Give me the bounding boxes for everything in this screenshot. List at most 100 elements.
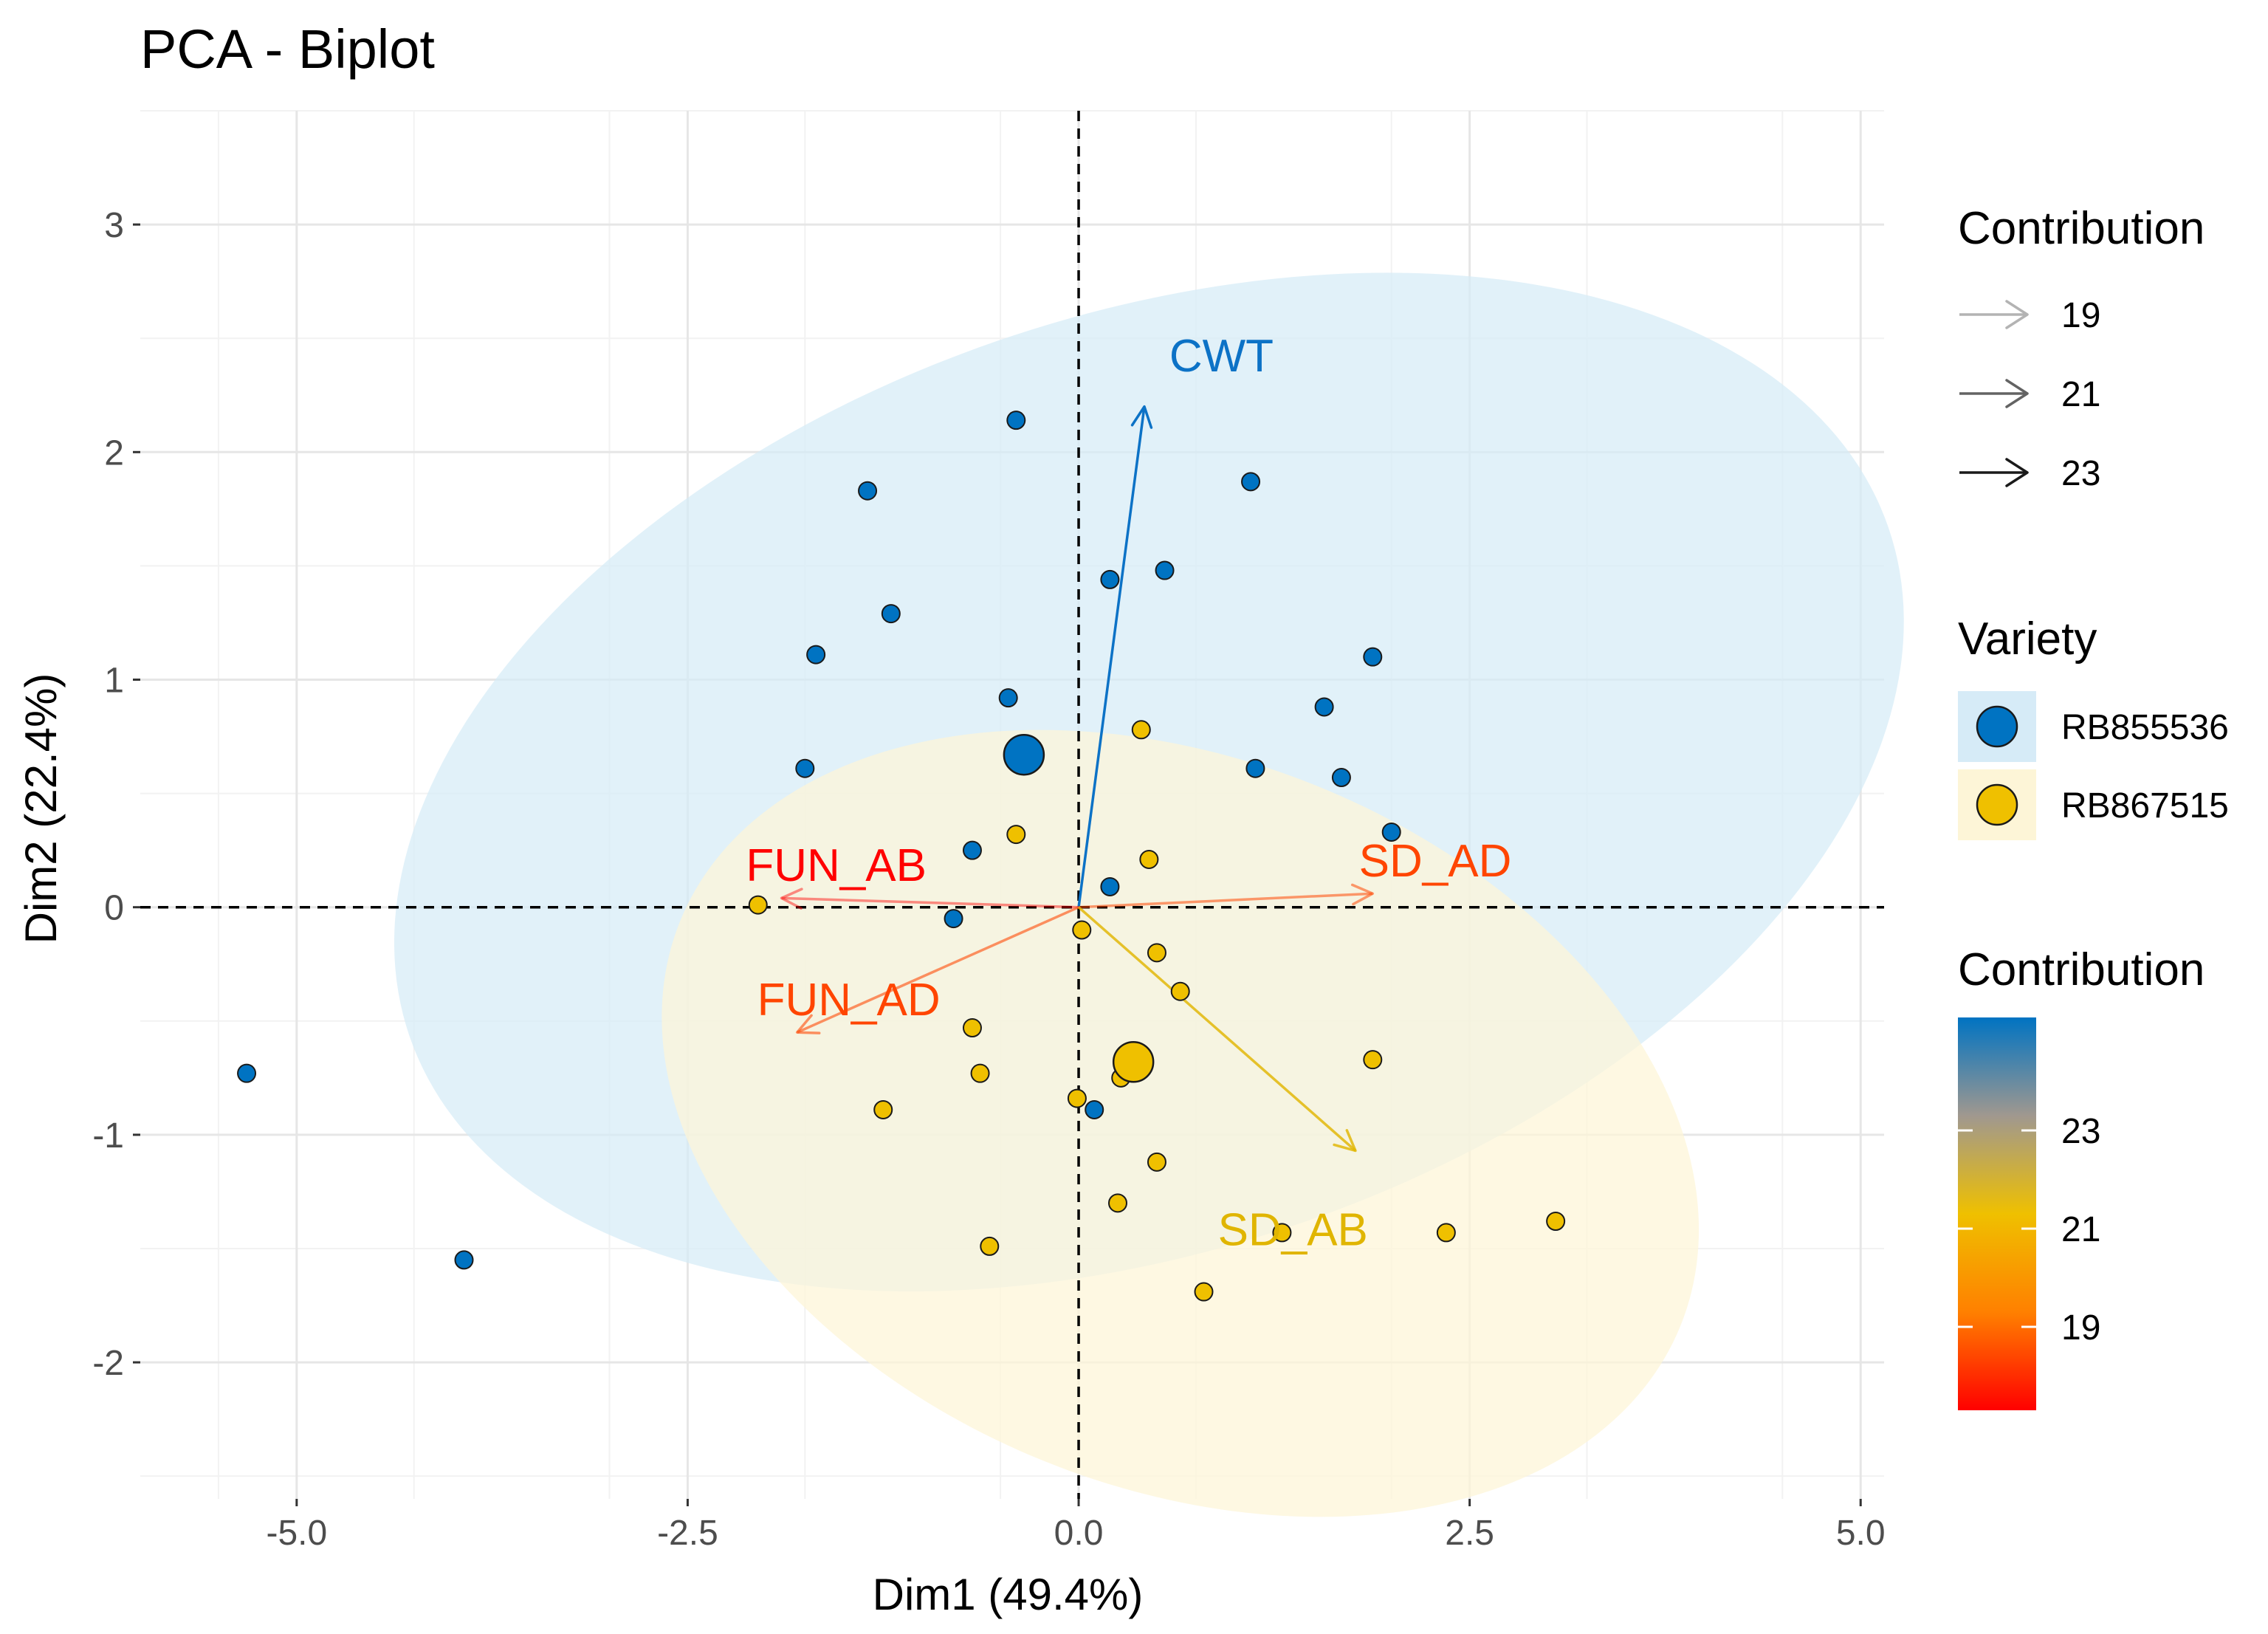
point-RB855536 bbox=[1100, 569, 1120, 589]
arrow-CWT bbox=[1077, 406, 1146, 907]
point-RB867515 bbox=[1194, 1282, 1214, 1302]
arrow-FUN_AD bbox=[797, 906, 1079, 1034]
variable-label-FUN_AD: FUN_AD bbox=[757, 975, 941, 1026]
arrowhead-CWT bbox=[1130, 405, 1153, 429]
point-RB867515 bbox=[970, 1063, 990, 1083]
y-tick-label: 3 bbox=[104, 206, 124, 245]
arrow-SD_AD bbox=[1078, 892, 1373, 909]
point-RB867515 bbox=[1107, 1193, 1127, 1213]
reference-lines bbox=[140, 111, 1884, 1499]
point-RB867515 bbox=[1170, 981, 1190, 1001]
centroid-RB855536 bbox=[1003, 733, 1045, 776]
point-RB867515 bbox=[1436, 1223, 1456, 1243]
variable-labels: CWT FUN_AB SD_AD FUN_AD SD_AB bbox=[746, 331, 1511, 1255]
legend-variety-key-point bbox=[1976, 705, 2018, 748]
colorbar-tick-label: 19 bbox=[2061, 1308, 2100, 1348]
colorbar-tick-label: 21 bbox=[2061, 1210, 2100, 1249]
x-axis-ticks: -5.0 -2.5 0.0 2.5 5.0 bbox=[266, 1499, 1886, 1553]
point-RB867515 bbox=[1546, 1212, 1566, 1231]
point-RB867515 bbox=[980, 1236, 1000, 1256]
legend-arrow-label: 23 bbox=[2061, 454, 2100, 493]
point-RB855536 bbox=[1331, 768, 1351, 788]
legend-arrow-contribution: Contribution 19 21 23 bbox=[1958, 203, 2205, 493]
point-RB855536 bbox=[858, 481, 878, 501]
point-RB867515 bbox=[1147, 1152, 1166, 1172]
legend-colorbar-title: Contribution bbox=[1958, 944, 2205, 995]
point-RB855536 bbox=[454, 1250, 474, 1270]
legend-variety-key-point bbox=[1976, 783, 2018, 826]
variable-arrows bbox=[780, 405, 1375, 1153]
legend-arrow-label: 19 bbox=[2061, 296, 2100, 335]
x-tick-label: -5.0 bbox=[266, 1514, 327, 1553]
colorbar-gradient bbox=[1958, 1017, 2036, 1410]
point-RB855536 bbox=[1314, 697, 1334, 717]
y-tick-label: -2 bbox=[92, 1344, 124, 1383]
legend-variety-label: RB867515 bbox=[2061, 786, 2229, 825]
arrowhead-SD_AB bbox=[1333, 1129, 1357, 1153]
point-RB867515 bbox=[1006, 825, 1026, 845]
point-RB855536 bbox=[1155, 560, 1175, 580]
point-RB855536 bbox=[962, 840, 982, 860]
x-tick-label: -2.5 bbox=[657, 1514, 718, 1553]
arrow-FUN_AB bbox=[781, 896, 1079, 909]
point-RB867515 bbox=[873, 1099, 893, 1119]
legend-arrow-head bbox=[2005, 300, 2029, 329]
legend-arrow-label: 21 bbox=[2061, 375, 2100, 414]
point-RB855536 bbox=[1381, 822, 1401, 842]
point-RB855536 bbox=[1085, 1099, 1104, 1119]
point-RB855536 bbox=[881, 604, 901, 624]
centroid-RB867515 bbox=[1112, 1041, 1155, 1083]
point-RB855536 bbox=[1006, 411, 1026, 430]
point-RB855536 bbox=[1241, 472, 1261, 492]
point-RB855536 bbox=[795, 758, 815, 778]
point-RB855536 bbox=[806, 645, 826, 665]
variable-label-CWT: CWT bbox=[1169, 331, 1274, 382]
point-RB867515 bbox=[1147, 943, 1166, 963]
y-tick-label: -1 bbox=[92, 1116, 124, 1156]
point-RB855536 bbox=[1245, 758, 1265, 778]
point-RB855536 bbox=[237, 1063, 257, 1083]
point-RB867515 bbox=[1131, 720, 1151, 740]
legend-arrow-entries: 19 21 23 bbox=[1959, 296, 2100, 493]
legend-arrow-contribution-title: Contribution bbox=[1958, 203, 2205, 254]
legend-arrow-head bbox=[2005, 379, 2029, 408]
legend-variety: Variety RB855536 RB867515 bbox=[1958, 614, 2229, 840]
confidence-ellipses bbox=[394, 272, 1904, 1517]
y-tick-label: 0 bbox=[104, 889, 124, 928]
point-RB855536 bbox=[944, 909, 963, 929]
y-tick-label: 2 bbox=[104, 433, 124, 473]
arrow-SD_AB bbox=[1077, 906, 1357, 1152]
point-RB855536 bbox=[1363, 647, 1383, 667]
x-tick-label: 0.0 bbox=[1054, 1514, 1104, 1553]
point-RB855536 bbox=[1100, 876, 1120, 896]
y-tick-label: 1 bbox=[104, 661, 124, 700]
arrowhead-SD_AD bbox=[1350, 883, 1375, 906]
chart-title: PCA - Biplot bbox=[140, 18, 435, 80]
arrowhead-FUN_AB bbox=[780, 888, 803, 910]
variable-label-SD_AD: SD_AD bbox=[1359, 836, 1512, 887]
legend-variety-entries: RB855536 RB867515 bbox=[1958, 691, 2229, 840]
point-RB867515 bbox=[1363, 1050, 1383, 1070]
group-centroids bbox=[1003, 733, 1155, 1083]
colorbar-ticks: 19 21 23 bbox=[1958, 1112, 2100, 1348]
x-tick-label: 5.0 bbox=[1836, 1514, 1886, 1553]
ellipse-RB867515 bbox=[662, 730, 1700, 1517]
legend-variety-title: Variety bbox=[1958, 614, 2097, 665]
point-RB867515 bbox=[962, 1018, 982, 1038]
x-tick-label: 2.5 bbox=[1445, 1514, 1494, 1553]
y-axis-ticks: -2 -1 0 1 2 3 bbox=[92, 206, 140, 1383]
point-RB867515 bbox=[1139, 849, 1159, 869]
point-RB867515 bbox=[1072, 920, 1092, 940]
legend-colorbar: Contribution 19 21 23 bbox=[1958, 944, 2205, 1410]
point-RB867515 bbox=[748, 895, 768, 915]
colorbar-tick-label: 23 bbox=[2061, 1112, 2100, 1151]
y-axis-title: Dim2 (22.4%) bbox=[16, 673, 66, 944]
point-RB867515 bbox=[1272, 1223, 1292, 1243]
plot-area: CWT FUN_AB SD_AD FUN_AD SD_AB bbox=[140, 110, 1904, 1517]
point-RB855536 bbox=[998, 688, 1018, 708]
arrowhead-FUN_AD bbox=[795, 1014, 821, 1034]
legend-variety-label: RB855536 bbox=[2061, 708, 2229, 747]
variable-label-FUN_AB: FUN_AB bbox=[746, 840, 927, 891]
x-axis-title: Dim1 (49.4%) bbox=[873, 1570, 1144, 1619]
